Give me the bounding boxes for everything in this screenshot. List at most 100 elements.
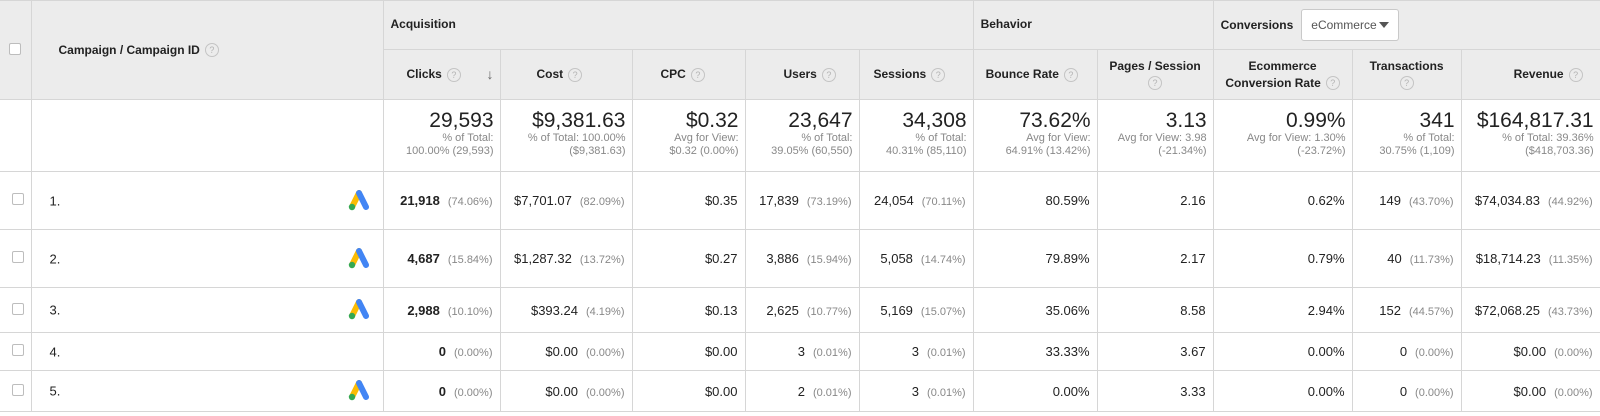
help-icon[interactable]: ? [1148,76,1163,91]
row-checkbox[interactable] [11,251,24,263]
campaign-cell[interactable]: 1. [30,171,384,230]
pages-session-cell: 2.17 [1096,229,1214,288]
acquisition-group-header: Acquisition [382,0,974,50]
pages-session-cell: 3.33 [1096,370,1214,412]
google-ads-icon [348,189,369,210]
campaign-cell[interactable]: 2. [30,229,384,288]
row-checkbox[interactable] [11,302,24,315]
cpc-column-header[interactable]: CPC? [631,49,746,100]
users-cell: 2,625 (10.77%) [744,287,860,333]
ecom-rate-cell: 0.00% [1212,370,1353,412]
row-checkbox[interactable] [11,383,24,396]
help-icon[interactable]: ? [1325,76,1340,91]
row-number: 5. [49,383,61,399]
cpc-cell: $0.13 [631,287,746,333]
campaign-cell[interactable]: 4. [30,332,384,371]
conversions-goal-select[interactable]: eCommerce [1301,9,1400,41]
clicks-cell: 2,988 (10.10%) [382,287,501,333]
ecommerce-conversion-rate-column-header[interactable]: Ecommerce Conversion Rate? [1212,49,1353,100]
users-cell: 17,839 (73.19%) [744,171,860,230]
total-sessions: 34,308% of Total: 40.31% (85,110) [858,99,974,172]
conversions-select-value: eCommerce [1311,18,1377,32]
transactions-cell: 0 (0.00%) [1351,332,1462,371]
table-row[interactable]: 1. 21,918 (74.06%) $7,701.07 (82.09%) $0.3… [0,171,1600,230]
revenue-cell: $72,068.25 (43.73%) [1460,287,1600,333]
clicks-column-header[interactable]: Clicks? ↓ [382,49,501,100]
total-cpc: $0.32 Avg for View: $0.32 (0.00%) [631,99,746,172]
cost-cell: $0.00 (0.00%) [499,332,633,371]
revenue-header-label: Revenue [1513,67,1564,82]
total-users: 23,647% of Total: 39.05% (60,550) [744,99,860,172]
acquisition-label: Acquisition [390,17,456,31]
help-icon[interactable]: ? [568,67,583,82]
transactions-cell: 40 (11.73%) [1351,229,1462,288]
totals-row: 29,593% of Total: 100.00% (29,593) $9,381… [0,99,1600,172]
ecom-rate-header-line2: Conversion Rate [1225,75,1321,90]
bounce-rate-cell: 80.59% [972,171,1098,230]
transactions-cell: 0 (0.00%) [1351,370,1462,412]
clicks-cell: 4,687 (15.84%) [382,229,501,288]
help-icon[interactable]: ? [1063,67,1078,82]
revenue-cell: $18,714.23 (11.35%) [1460,229,1600,288]
caret-down-icon [1379,22,1390,28]
row-number: 2. [49,251,61,266]
revenue-column-header[interactable]: Revenue? [1460,49,1600,100]
help-icon[interactable]: ? [931,67,946,82]
bounce-rate-cell: 0.00% [972,370,1098,412]
total-bounce-rate: 73.62% Avg for View: 64.91% (13.42%) [972,99,1098,172]
table-row[interactable]: 3. 2,988 (10.10%) $393.24 (4.19%) $0.13 2,… [0,287,1600,333]
total-clicks: 29,593% of Total: 100.00% (29,593) [382,99,501,172]
select-all-cell [0,0,32,100]
cost-cell: $7,701.07 (82.09%) [499,171,633,230]
clicks-cell: 0 (0.00%) [382,332,501,371]
users-cell: 3 (0.01%) [744,332,860,371]
ecom-rate-cell: 2.94% [1212,287,1353,333]
conversions-label: Conversions [1220,18,1294,32]
sessions-cell: 24,054 (70.11%) [858,171,974,230]
cpc-cell: $0.00 [631,332,746,371]
table-row[interactable]: 4. 0 (0.00%) $0.00 (0.00%) $0.00 3 (0.01%) … [0,332,1600,371]
help-icon[interactable]: ? [821,67,836,82]
revenue-cell: $74,034.83 (44.92%) [1460,171,1600,230]
cpc-cell: $0.35 [631,171,746,230]
campaign-cell[interactable]: 3. [30,287,384,333]
transactions-header-label: Transactions [1369,58,1444,73]
pages-session-column-header[interactable]: Pages / Session? [1096,49,1214,100]
google-ads-icon [348,380,369,401]
sessions-header-label: Sessions [873,67,927,82]
cpc-header-label: CPC [660,67,686,82]
transactions-column-header[interactable]: Transactions? [1351,49,1462,100]
row-checkbox[interactable] [11,344,24,356]
help-icon[interactable]: ? [1568,67,1583,82]
bounce-rate-cell: 33.33% [972,332,1098,371]
sessions-cell: 5,169 (15.07%) [858,287,974,333]
cost-column-header[interactable]: Cost? [499,49,633,100]
cpc-cell: $0.00 [631,370,746,412]
row-number: 4. [49,344,61,359]
conversions-group-header: Conversions eCommerce [1212,0,1600,50]
help-icon[interactable]: ? [204,43,219,58]
cost-cell: $393.24 (4.19%) [499,287,633,333]
users-column-header[interactable]: Users? [744,49,860,100]
help-icon[interactable]: ? [1399,76,1414,91]
column-header-row: Clicks? ↓ Cost? CPC? Users? Sessions? Bou… [0,49,1600,100]
row-number: 1. [49,193,61,208]
row-number: 3. [49,302,61,318]
cost-cell: $0.00 (0.00%) [499,370,633,412]
select-all-checkbox[interactable] [9,42,22,55]
campaign-cell[interactable]: 5. [30,370,384,412]
sort-descending-icon[interactable]: ↓ [486,66,494,82]
users-header-label: Users [783,67,817,82]
table-row[interactable]: 5. 0 (0.00%) $0.00 (0.00%) $0.00 2 (0.01%) … [0,370,1600,412]
pages-session-cell: 3.67 [1096,332,1214,371]
sessions-cell: 3 (0.01%) [858,370,974,412]
bounce-rate-column-header[interactable]: Bounce Rate? [972,49,1098,100]
row-checkbox[interactable] [11,193,24,205]
help-icon[interactable]: ? [446,67,461,82]
behavior-label: Behavior [980,17,1032,31]
campaign-column-header[interactable]: Campaign / Campaign ID? [30,0,384,100]
sessions-column-header[interactable]: Sessions? [858,49,974,100]
table-row[interactable]: 2. 4,687 (15.84%) $1,287.32 (13.72%) $0.27… [0,229,1600,288]
help-icon[interactable]: ? [690,67,705,82]
